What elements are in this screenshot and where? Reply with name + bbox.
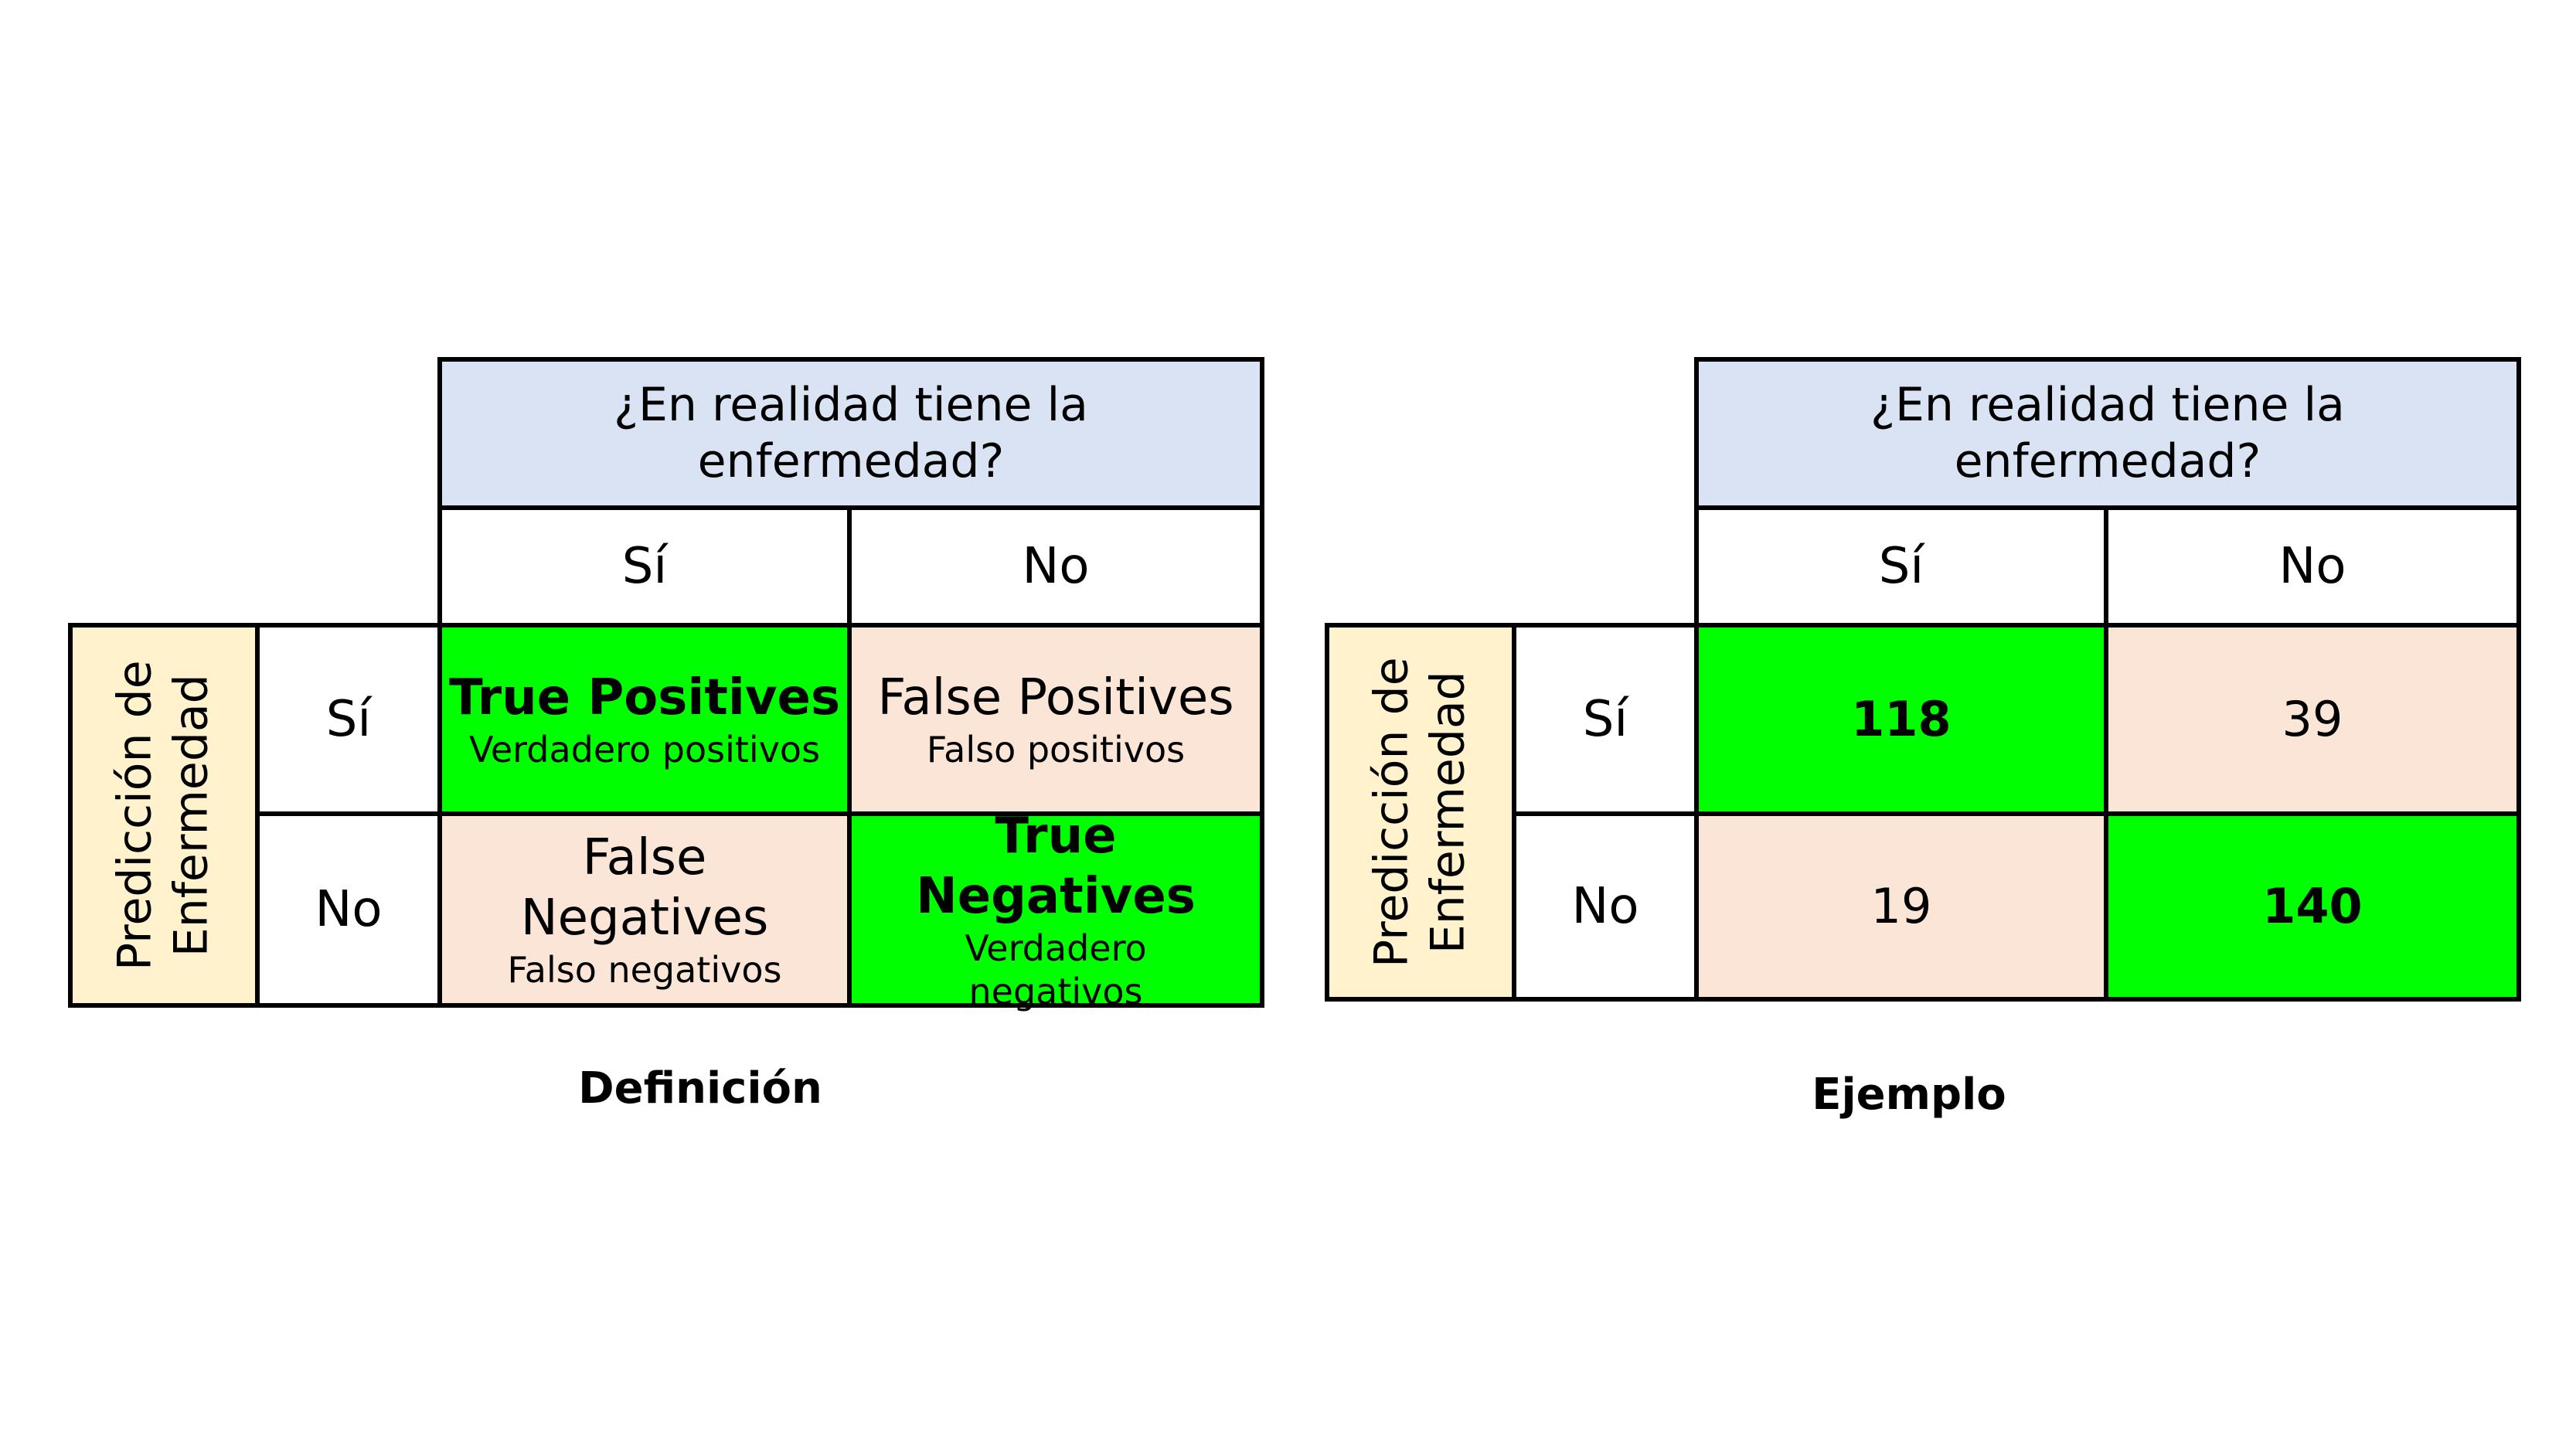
definition-side-line1: Predicción de — [107, 660, 162, 971]
tp-subtitle: Verdadero positivos — [468, 728, 821, 770]
definition-row-no: No — [255, 811, 442, 1008]
fn-subtitle: Falso negativos — [507, 949, 782, 992]
example-side-line1: Predicción de — [1364, 657, 1419, 968]
definition-false-positives: False Positives Falso positivos — [847, 623, 1264, 816]
definition-side-line2: Enfermedad — [165, 674, 219, 957]
tp-title: True Positives — [448, 668, 841, 726]
tn-count: 140 — [2262, 878, 2363, 935]
example-side-line2: Enfermedad — [1421, 671, 1476, 954]
example-true-positives: 118 — [1694, 623, 2108, 816]
example-col-yes: Sí — [1694, 505, 2108, 628]
fn-title-2: Negatives — [520, 889, 769, 947]
example-caption: Ejemplo — [1812, 1070, 2006, 1120]
example-row-yes: Sí — [1512, 623, 1699, 816]
example-header-actual: ¿En realidad tiene la enfermedad? — [1694, 357, 2521, 510]
definition-row-no-label: No — [315, 880, 383, 938]
definition-col-yes: Sí — [437, 505, 852, 628]
definition-true-positives: True Positives Verdadero positivos — [437, 623, 852, 816]
example-col-no-label: No — [2278, 537, 2346, 595]
tn-subtitle-2: negativos — [968, 971, 1143, 1013]
definition-row-yes-label: Sí — [325, 690, 372, 748]
example-row-yes-label: Sí — [1582, 690, 1628, 748]
example-side-label: Predicción de Enfermedad — [1364, 657, 1477, 968]
definition-col-no-label: No — [1022, 537, 1090, 595]
example-row-no: No — [1512, 811, 1699, 1002]
example-side-predicted: Predicción de Enfermedad — [1325, 623, 1516, 1002]
example-false-negatives: 19 — [1694, 811, 2108, 1002]
fn-count: 19 — [1870, 878, 1932, 935]
definition-false-negatives: False Negatives Falso negativos — [437, 811, 852, 1008]
definition-caption: Definición — [578, 1063, 822, 1114]
definition-header-actual: ¿En realidad tiene la enfermedad? — [437, 357, 1264, 510]
fp-count: 39 — [2282, 691, 2343, 748]
example-false-positives: 39 — [2104, 623, 2521, 816]
definition-header-line2: enfermedad? — [697, 434, 1005, 488]
definition-side-predicted: Predicción de Enfermedad — [68, 623, 260, 1008]
example-header-line2: enfermedad? — [1954, 434, 2261, 488]
tn-subtitle-1: Verdadero — [965, 927, 1147, 969]
tp-count: 118 — [1851, 691, 1952, 748]
tn-title: True Negatives — [916, 807, 1196, 925]
fp-subtitle: Falso positivos — [926, 728, 1186, 770]
example-col-yes-label: Sí — [1878, 537, 1924, 595]
example-row-no-label: No — [1571, 877, 1639, 935]
definition-col-no: No — [847, 505, 1264, 628]
fp-title: False Positives — [877, 668, 1234, 726]
definition-row-yes: Sí — [255, 623, 442, 816]
definition-side-label: Predicción de Enfermedad — [107, 660, 220, 971]
fn-title-1: False — [582, 828, 707, 886]
example-header-line1: ¿En realidad tiene la — [1870, 377, 2345, 432]
example-col-no: No — [2104, 505, 2521, 628]
definition-true-negatives: True Negatives Verdadero negativos — [847, 808, 1264, 1012]
definition-col-yes-label: Sí — [621, 537, 668, 595]
example-true-negatives: 140 — [2104, 811, 2521, 1002]
definition-header-line1: ¿En realidad tiene la — [614, 377, 1088, 432]
